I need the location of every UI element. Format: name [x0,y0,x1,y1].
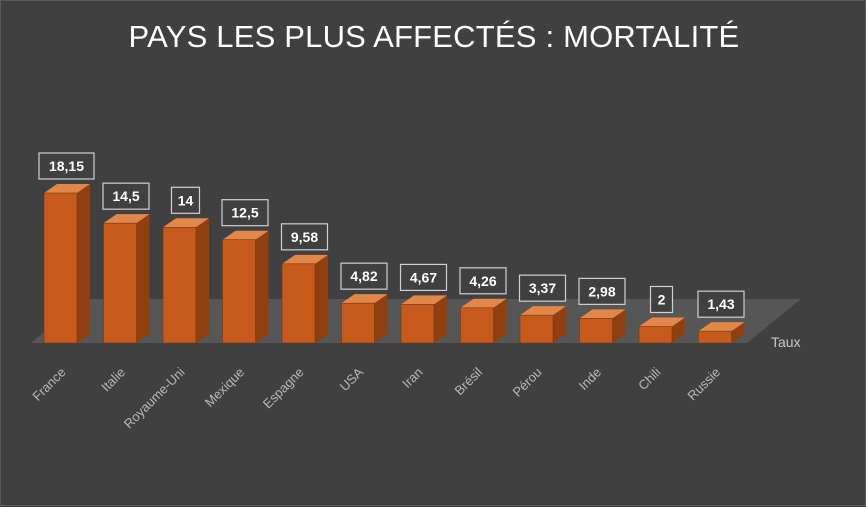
data-label-box-7 [459,267,507,295]
tick-label-3: Mexique [202,365,247,410]
tick-label-1: Italie [98,365,128,395]
tick-label-4: Espagne [260,365,307,412]
bar-top-11 [698,322,745,332]
bar-top-0 [44,184,90,193]
bar-top-10 [639,317,685,327]
bar-side-6 [434,295,447,343]
bar-5 [341,302,375,344]
bar-side-5 [374,294,388,343]
data-label-6: 4,67 [410,269,437,285]
tick-label-8: Pérou [509,365,544,400]
data-label-9: 2,98 [588,283,615,299]
data-label-box-1 [102,182,150,210]
bar-6 [400,304,435,344]
data-label-10: 2 [658,291,666,307]
bar-9 [579,318,613,344]
data-label-box-3 [221,199,269,227]
data-label-5: 4,82 [350,268,377,284]
bar-side-2 [196,218,209,343]
bar-top-6 [401,295,447,305]
bar-2 [162,226,197,344]
bar-side-0 [77,184,90,343]
chart-title: PAYS LES PLUS AFFECTÉS : MORTALITÉ [128,19,740,54]
bar-top-4 [282,254,328,264]
bar-3 [222,239,256,344]
tick-label-10: Chili [635,364,664,393]
data-label-box-6 [399,263,448,292]
data-label-7: 4,26 [469,273,496,289]
data-label-1: 14,5 [112,188,139,204]
bar-side-3 [255,230,269,343]
bar-4 [281,263,316,344]
data-label-2: 14 [178,192,194,208]
bar-side-10 [672,317,685,343]
bar-1 [103,222,137,344]
bar-top-9 [579,309,626,319]
data-label-0: 18,15 [49,158,84,174]
bar-top-8 [520,306,566,316]
bar-side-11 [731,322,745,343]
data-label-box-9 [578,277,626,305]
bar-top-1 [103,214,150,224]
data-label-box-8 [518,274,567,302]
bar-side-9 [612,309,626,343]
bar-side-4 [315,254,328,343]
data-label-box-11 [697,290,745,318]
bar-side-1 [136,214,150,343]
data-label-box-10 [649,285,674,314]
bar-side-7 [493,298,507,343]
tick-label-2: Royaume-Uni [121,364,188,431]
bar-top-7 [460,298,507,308]
series-label: Taux [771,334,801,350]
tick-label-11: Russie [684,365,723,404]
tick-label-9: Inde [576,365,605,394]
bar-side-8 [553,306,566,343]
bar-top-3 [222,230,269,240]
tick-label-6: Iran [399,365,425,391]
bar-top-5 [341,294,388,304]
data-label-box-0 [38,152,95,180]
data-label-4: 9,58 [291,229,318,245]
tick-label-7: Brésil [452,364,486,398]
bar-top-2 [163,218,209,228]
tick-label-5: USA [337,364,367,394]
bar-11 [698,330,732,344]
bar-0 [43,192,78,344]
data-label-8: 3,37 [529,280,556,296]
data-label-box-4 [280,223,329,251]
data-label-3: 12,5 [231,205,258,221]
data-label-box-2 [170,186,201,214]
tick-label-0: France [29,365,68,404]
bar-8 [519,314,554,344]
bar-10 [638,326,673,344]
data-label-box-5 [340,262,388,290]
data-label-11: 1,43 [707,296,734,312]
bar-7 [460,307,494,344]
